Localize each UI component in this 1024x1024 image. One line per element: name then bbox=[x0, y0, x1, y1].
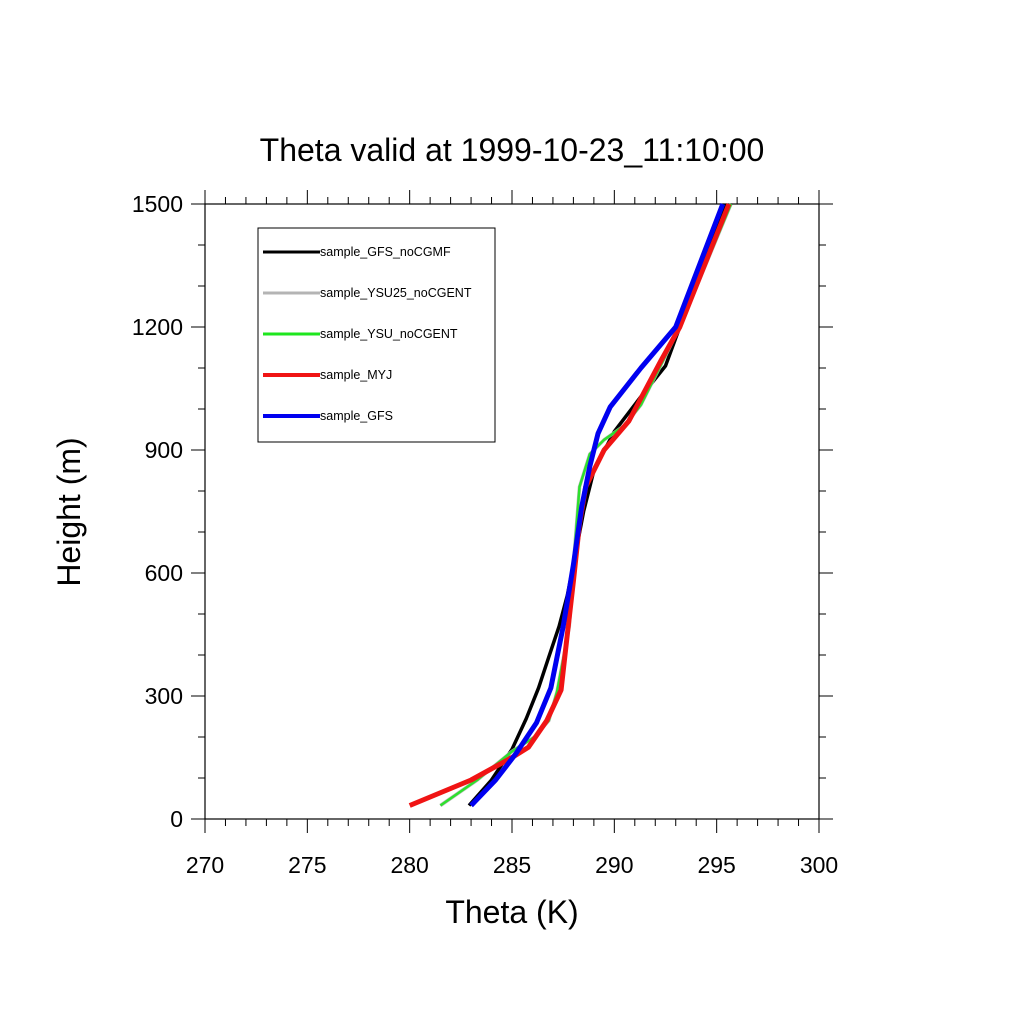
y-tick-label: 600 bbox=[145, 560, 183, 586]
x-tick-label: 295 bbox=[697, 852, 735, 878]
x-axis-label: Theta (K) bbox=[445, 894, 578, 930]
x-tick-label: 285 bbox=[493, 852, 531, 878]
y-tick-label: 1200 bbox=[132, 314, 183, 340]
legend-entry-label: sample_GFS bbox=[320, 409, 393, 423]
legend-entry-label: sample_YSU_noCGENT bbox=[320, 327, 458, 341]
y-tick-label: 1500 bbox=[132, 191, 183, 217]
plot-area: 270 275 280 285 290 295 300 0 300 600 900 1200 1500 bbox=[132, 190, 838, 878]
series-line-sample-gfs bbox=[469, 203, 726, 808]
x-tick-label: 275 bbox=[288, 852, 326, 878]
legend-entry-label: sample_GFS_noCGMF bbox=[320, 245, 451, 259]
x-tick-label: 280 bbox=[390, 852, 428, 878]
y-tick-label: 300 bbox=[145, 683, 183, 709]
legend-entry-label: sample_MYJ bbox=[320, 368, 392, 382]
y-tick-label: 0 bbox=[170, 806, 183, 832]
y-tick-label: 900 bbox=[145, 437, 183, 463]
y-axis-label: Height (m) bbox=[51, 437, 87, 586]
chart-title: Theta valid at 1999-10-23_11:10:00 bbox=[260, 132, 765, 168]
legend: sample_GFS_noCGMF sample_YSU25_noCGENTsam… bbox=[257, 227, 496, 443]
x-tick-label: 290 bbox=[595, 852, 633, 878]
legend-entry-label: sample_YSU25_noCGENT bbox=[320, 286, 472, 300]
x-tick-label: 270 bbox=[186, 852, 224, 878]
x-tick-label: 300 bbox=[800, 852, 838, 878]
